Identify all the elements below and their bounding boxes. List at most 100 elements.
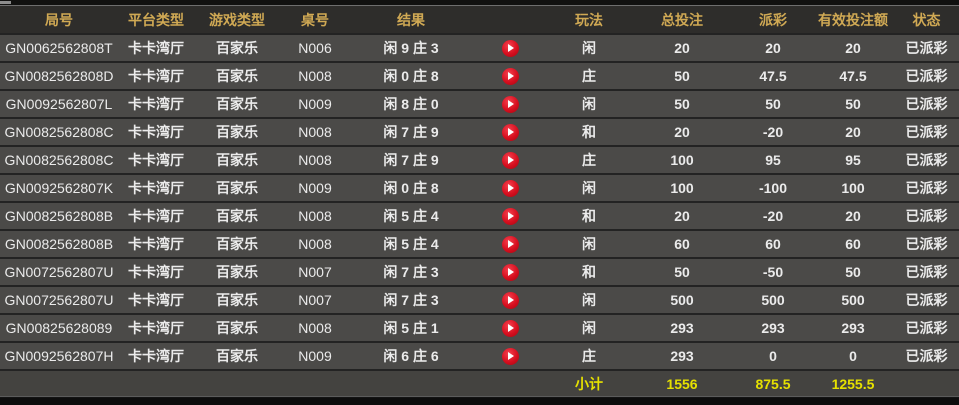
cell-total-bet: 20 — [630, 118, 734, 147]
cell-status: 已派彩 — [894, 286, 959, 315]
cell-result: 闲 5 庄 4 — [350, 202, 472, 231]
cell-status: 已派彩 — [894, 118, 959, 147]
cell-total-bet: 20 — [630, 34, 734, 63]
cell-video — [472, 314, 548, 343]
play-circle-icon — [507, 295, 514, 304]
bet-records-table: 局号 平台类型 游戏类型 桌号 结果 玩法 总投注 派彩 有效投注额 状态 GN… — [0, 6, 959, 397]
cell-result: 闲 7 庄 9 — [350, 146, 472, 175]
cell-platform: 卡卡湾厅 — [118, 90, 194, 119]
cell-payout: -100 — [734, 174, 812, 203]
cell-video — [472, 118, 548, 147]
cell-round-id: GN0062562808T — [0, 34, 118, 63]
cell-result: 闲 0 庄 8 — [350, 62, 472, 91]
play-video-button[interactable] — [501, 39, 519, 57]
play-video-button[interactable] — [501, 67, 519, 85]
cell-empty — [350, 370, 472, 397]
play-video-button[interactable] — [501, 291, 519, 309]
column-header-status: 状态 — [894, 6, 959, 35]
cell-total-bet: 50 — [630, 258, 734, 287]
cell-table-no: N006 — [280, 34, 350, 63]
cell-valid-bet: 500 — [812, 286, 894, 315]
subtotal-label: 小计 — [548, 370, 630, 397]
cell-game: 百家乐 — [194, 342, 280, 371]
cell-round-id: GN0082562808D — [0, 62, 118, 91]
cell-video — [472, 286, 548, 315]
cell-payout: 0 — [734, 342, 812, 371]
cell-total-bet: 50 — [630, 62, 734, 91]
cell-valid-bet: 95 — [812, 146, 894, 175]
table-row: GN0082562808D 卡卡湾厅 百家乐 N008 闲 0 庄 8 庄 50 47.5 47… — [0, 62, 959, 91]
table-row: GN0092562807H 卡卡湾厅 百家乐 N009 闲 6 庄 6 庄 293 0 0 已派彩 — [0, 342, 959, 371]
cell-round-id: GN0072562807U — [0, 286, 118, 315]
cell-result: 闲 7 庄 3 — [350, 258, 472, 287]
subtotal-total-bet: 1556 — [630, 370, 734, 397]
table-row: GN0082562808B 卡卡湾厅 百家乐 N008 闲 5 庄 4 闲 60 60 60 已派… — [0, 230, 959, 259]
subtotal-row: 小计 1556 875.5 1255.5 — [0, 370, 959, 397]
cell-round-id: GN0072562807U — [0, 258, 118, 287]
cell-video — [472, 34, 548, 63]
play-video-button[interactable] — [501, 263, 519, 281]
play-video-button[interactable] — [501, 207, 519, 225]
cell-total-bet: 500 — [630, 286, 734, 315]
play-circle-icon — [507, 99, 514, 108]
cell-platform: 卡卡湾厅 — [118, 342, 194, 371]
cell-valid-bet: 20 — [812, 118, 894, 147]
cell-total-bet: 293 — [630, 342, 734, 371]
cell-video — [472, 62, 548, 91]
cell-total-bet: 60 — [630, 230, 734, 259]
cell-bet-type: 闲 — [548, 174, 630, 203]
cell-table-no: N008 — [280, 230, 350, 259]
cell-table-no: N009 — [280, 342, 350, 371]
cell-result: 闲 7 庄 3 — [350, 286, 472, 315]
subtotal-valid-bet: 1255.5 — [812, 370, 894, 397]
cell-payout: -20 — [734, 118, 812, 147]
corner-notch — [0, 1, 11, 4]
table-row: GN0092562807L 卡卡湾厅 百家乐 N009 闲 8 庄 0 闲 50 50 50 已派… — [0, 90, 959, 119]
cell-total-bet: 50 — [630, 90, 734, 119]
cell-table-no: N008 — [280, 118, 350, 147]
cell-round-id: GN0092562807K — [0, 174, 118, 203]
cell-status: 已派彩 — [894, 342, 959, 371]
cell-result: 闲 0 庄 8 — [350, 174, 472, 203]
cell-status: 已派彩 — [894, 90, 959, 119]
play-video-button[interactable] — [501, 235, 519, 253]
column-header-payout: 派彩 — [734, 6, 812, 35]
play-video-button[interactable] — [501, 95, 519, 113]
top-bar — [0, 0, 959, 6]
play-video-button[interactable] — [501, 123, 519, 141]
cell-bet-type: 闲 — [548, 34, 630, 63]
play-video-button[interactable] — [501, 151, 519, 169]
column-header-platform: 平台类型 — [118, 6, 194, 35]
cell-result: 闲 5 庄 4 — [350, 230, 472, 259]
play-video-button[interactable] — [501, 319, 519, 337]
subtotal-payout: 875.5 — [734, 370, 812, 397]
table-row: GN0082562808B 卡卡湾厅 百家乐 N008 闲 5 庄 4 和 20 -20 20 已… — [0, 202, 959, 231]
cell-empty — [194, 370, 280, 397]
cell-round-id: GN0082562808C — [0, 118, 118, 147]
play-video-button[interactable] — [501, 179, 519, 197]
cell-valid-bet: 100 — [812, 174, 894, 203]
table-row: GN0082562808C 卡卡湾厅 百家乐 N008 闲 7 庄 9 和 20 -20 20 已… — [0, 118, 959, 147]
cell-platform: 卡卡湾厅 — [118, 174, 194, 203]
cell-game: 百家乐 — [194, 258, 280, 287]
cell-game: 百家乐 — [194, 286, 280, 315]
cell-valid-bet: 20 — [812, 202, 894, 231]
table-row: GN00825628089 卡卡湾厅 百家乐 N008 闲 5 庄 1 闲 293 293 29… — [0, 314, 959, 343]
column-header-total-bet: 总投注 — [630, 6, 734, 35]
cell-valid-bet: 47.5 — [812, 62, 894, 91]
cell-total-bet: 100 — [630, 174, 734, 203]
cell-round-id: GN0082562808B — [0, 230, 118, 259]
cell-video — [472, 90, 548, 119]
play-video-button[interactable] — [501, 347, 519, 365]
cell-empty — [894, 370, 959, 397]
cell-status: 已派彩 — [894, 314, 959, 343]
table-row: GN0072562807U 卡卡湾厅 百家乐 N007 闲 7 庄 3 闲 500 500 50… — [0, 286, 959, 315]
cell-table-no: N009 — [280, 90, 350, 119]
cell-table-no: N008 — [280, 202, 350, 231]
bottom-bar — [0, 397, 959, 405]
cell-bet-type: 庄 — [548, 146, 630, 175]
cell-valid-bet: 60 — [812, 230, 894, 259]
cell-bet-type: 闲 — [548, 90, 630, 119]
play-circle-icon — [507, 43, 514, 52]
